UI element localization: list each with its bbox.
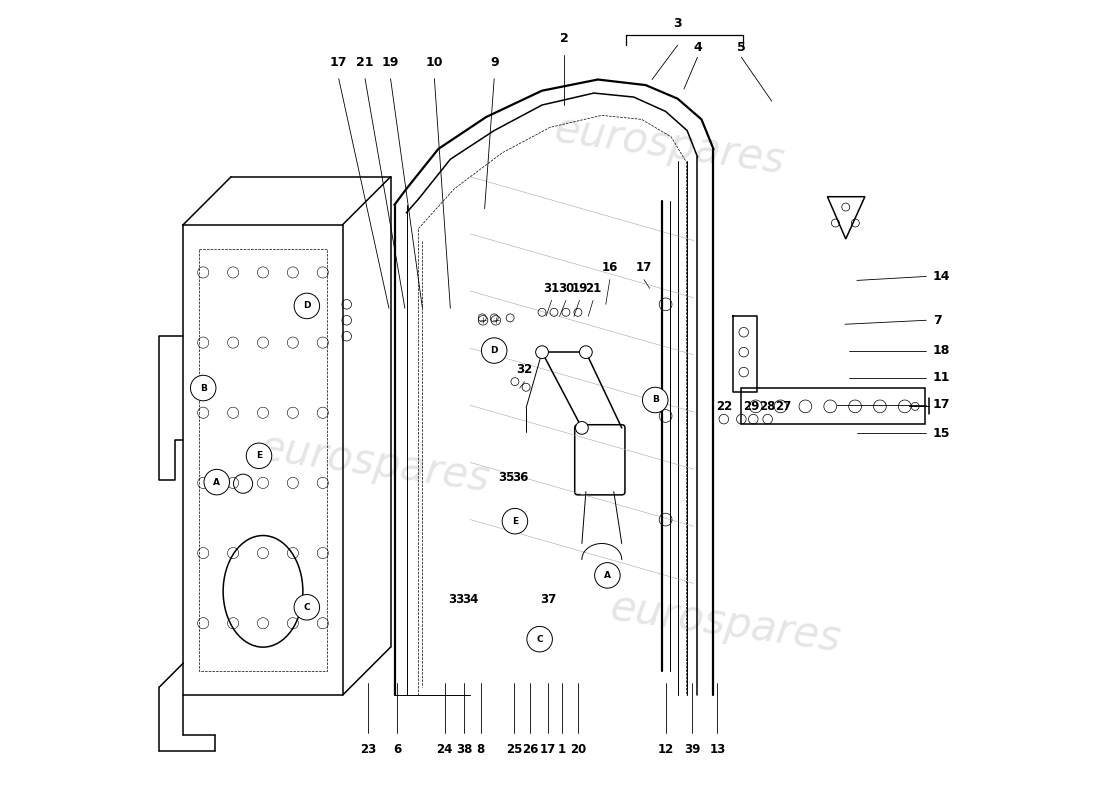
Text: eurospares: eurospares bbox=[256, 427, 493, 501]
Text: 7: 7 bbox=[933, 314, 942, 326]
Text: A: A bbox=[604, 571, 611, 580]
Text: D: D bbox=[304, 302, 310, 310]
Text: C: C bbox=[537, 634, 543, 644]
Text: 28: 28 bbox=[759, 400, 775, 413]
Circle shape bbox=[294, 594, 320, 620]
Text: E: E bbox=[512, 517, 518, 526]
Text: 38: 38 bbox=[455, 743, 472, 756]
Text: 21: 21 bbox=[585, 282, 602, 294]
Text: 22: 22 bbox=[716, 400, 732, 413]
Text: 16: 16 bbox=[602, 261, 618, 274]
Text: 2: 2 bbox=[560, 32, 569, 46]
Text: 3: 3 bbox=[673, 18, 682, 30]
Text: B: B bbox=[200, 383, 207, 393]
Text: 17: 17 bbox=[330, 56, 348, 69]
Text: 10: 10 bbox=[426, 56, 443, 69]
Circle shape bbox=[642, 387, 668, 413]
Text: 15: 15 bbox=[933, 427, 950, 440]
Text: D: D bbox=[491, 346, 498, 355]
Text: 8: 8 bbox=[476, 743, 485, 756]
Text: 37: 37 bbox=[540, 593, 557, 606]
Text: C: C bbox=[304, 602, 310, 612]
Text: 13: 13 bbox=[710, 743, 726, 756]
Text: B: B bbox=[652, 395, 659, 405]
Text: 20: 20 bbox=[570, 743, 586, 756]
Text: 6: 6 bbox=[393, 743, 402, 756]
Text: 1: 1 bbox=[558, 743, 566, 756]
Circle shape bbox=[580, 346, 592, 358]
Text: 11: 11 bbox=[933, 371, 950, 384]
Text: 4: 4 bbox=[693, 41, 702, 54]
Text: E: E bbox=[256, 451, 262, 460]
Circle shape bbox=[503, 509, 528, 534]
Circle shape bbox=[294, 293, 320, 318]
Text: 29: 29 bbox=[742, 400, 759, 413]
Text: 31: 31 bbox=[543, 282, 560, 294]
Text: 21: 21 bbox=[356, 56, 374, 69]
Text: 32: 32 bbox=[516, 363, 532, 376]
Text: 17: 17 bbox=[636, 261, 652, 274]
Text: 25: 25 bbox=[506, 743, 522, 756]
Text: 12: 12 bbox=[658, 743, 673, 756]
Text: 5: 5 bbox=[737, 41, 746, 54]
Circle shape bbox=[190, 375, 216, 401]
Text: 9: 9 bbox=[490, 56, 498, 69]
Text: 14: 14 bbox=[933, 270, 950, 283]
Circle shape bbox=[536, 346, 549, 358]
Text: eurospares: eurospares bbox=[551, 108, 788, 182]
Circle shape bbox=[204, 470, 230, 495]
Text: 23: 23 bbox=[360, 743, 376, 756]
Text: 34: 34 bbox=[462, 593, 478, 606]
Circle shape bbox=[595, 562, 620, 588]
Text: eurospares: eurospares bbox=[607, 586, 844, 660]
Text: 17: 17 bbox=[933, 398, 950, 411]
Text: 26: 26 bbox=[521, 743, 538, 756]
Text: 35: 35 bbox=[498, 470, 515, 484]
Circle shape bbox=[246, 443, 272, 469]
Text: 24: 24 bbox=[437, 743, 453, 756]
Circle shape bbox=[482, 338, 507, 363]
Text: 18: 18 bbox=[933, 344, 950, 357]
Text: 36: 36 bbox=[513, 470, 529, 484]
Text: 19: 19 bbox=[382, 56, 399, 69]
Text: 30: 30 bbox=[558, 282, 574, 294]
Text: 33: 33 bbox=[449, 593, 465, 606]
Circle shape bbox=[575, 422, 589, 434]
Text: 17: 17 bbox=[539, 743, 556, 756]
Circle shape bbox=[527, 626, 552, 652]
Text: 19: 19 bbox=[571, 282, 587, 294]
Text: A: A bbox=[213, 478, 220, 486]
Text: 39: 39 bbox=[684, 743, 700, 756]
Text: 27: 27 bbox=[776, 400, 792, 413]
